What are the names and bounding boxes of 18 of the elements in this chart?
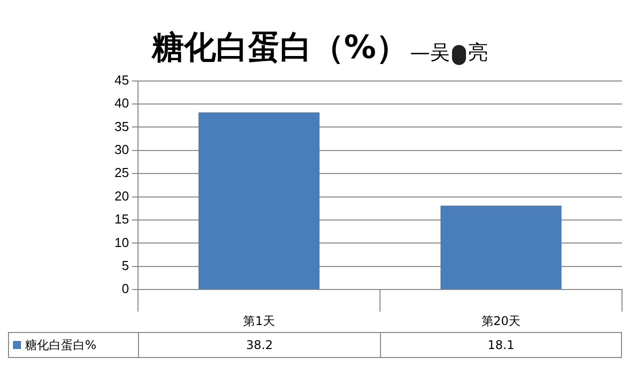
- y-tick-label: 20: [114, 188, 129, 204]
- text: 亮: [468, 39, 488, 66]
- data-label: 18.1: [380, 333, 622, 357]
- y-tick-label: 35: [114, 118, 129, 134]
- y-tick-label: 0: [122, 281, 129, 296]
- y-tick-label: 45: [114, 72, 129, 88]
- x-tick-label: 第20天: [481, 314, 521, 328]
- text: —吴: [410, 39, 450, 66]
- y-tick-label: 10: [114, 234, 129, 250]
- y-tick-label: 25: [114, 165, 129, 180]
- y-tick-label: 15: [114, 212, 129, 227]
- legend-label: 糖化白蛋白%: [25, 336, 96, 354]
- chart-title: 糖化白蛋白（%）: [152, 27, 408, 68]
- y-tick-label: 5: [122, 258, 129, 273]
- y-tick-label: 40: [114, 96, 129, 111]
- data-label: 38.2: [138, 333, 380, 357]
- y-tick-label: 30: [114, 142, 129, 157]
- x-tick-label: 第1天: [243, 314, 275, 328]
